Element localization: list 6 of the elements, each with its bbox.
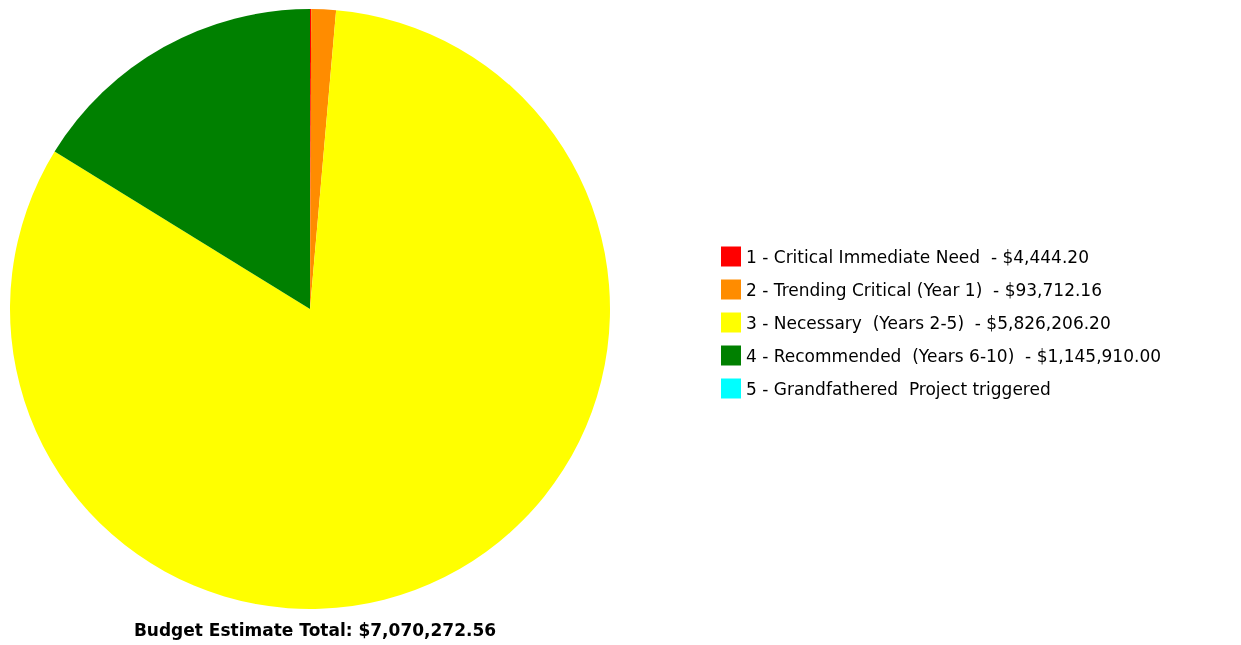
text: Budget Estimate Total: $7,070,272.56: [133, 619, 497, 640]
legend-label: 3 - Necessary (Years 2-5) - $5,826,206.20: [746, 312, 1111, 333]
legend-label: 5 - Grandfathered Project triggered: [746, 378, 1051, 399]
legend-label: 2 - Trending Critical (Year 1) - $93,712.16: [746, 279, 1102, 300]
legend-label: 4 - Recommended (Years 6-10) - $1,145,910.00: [746, 345, 1162, 366]
legend-label: 1 - Critical Immediate Need - $4,444.20: [746, 246, 1089, 267]
